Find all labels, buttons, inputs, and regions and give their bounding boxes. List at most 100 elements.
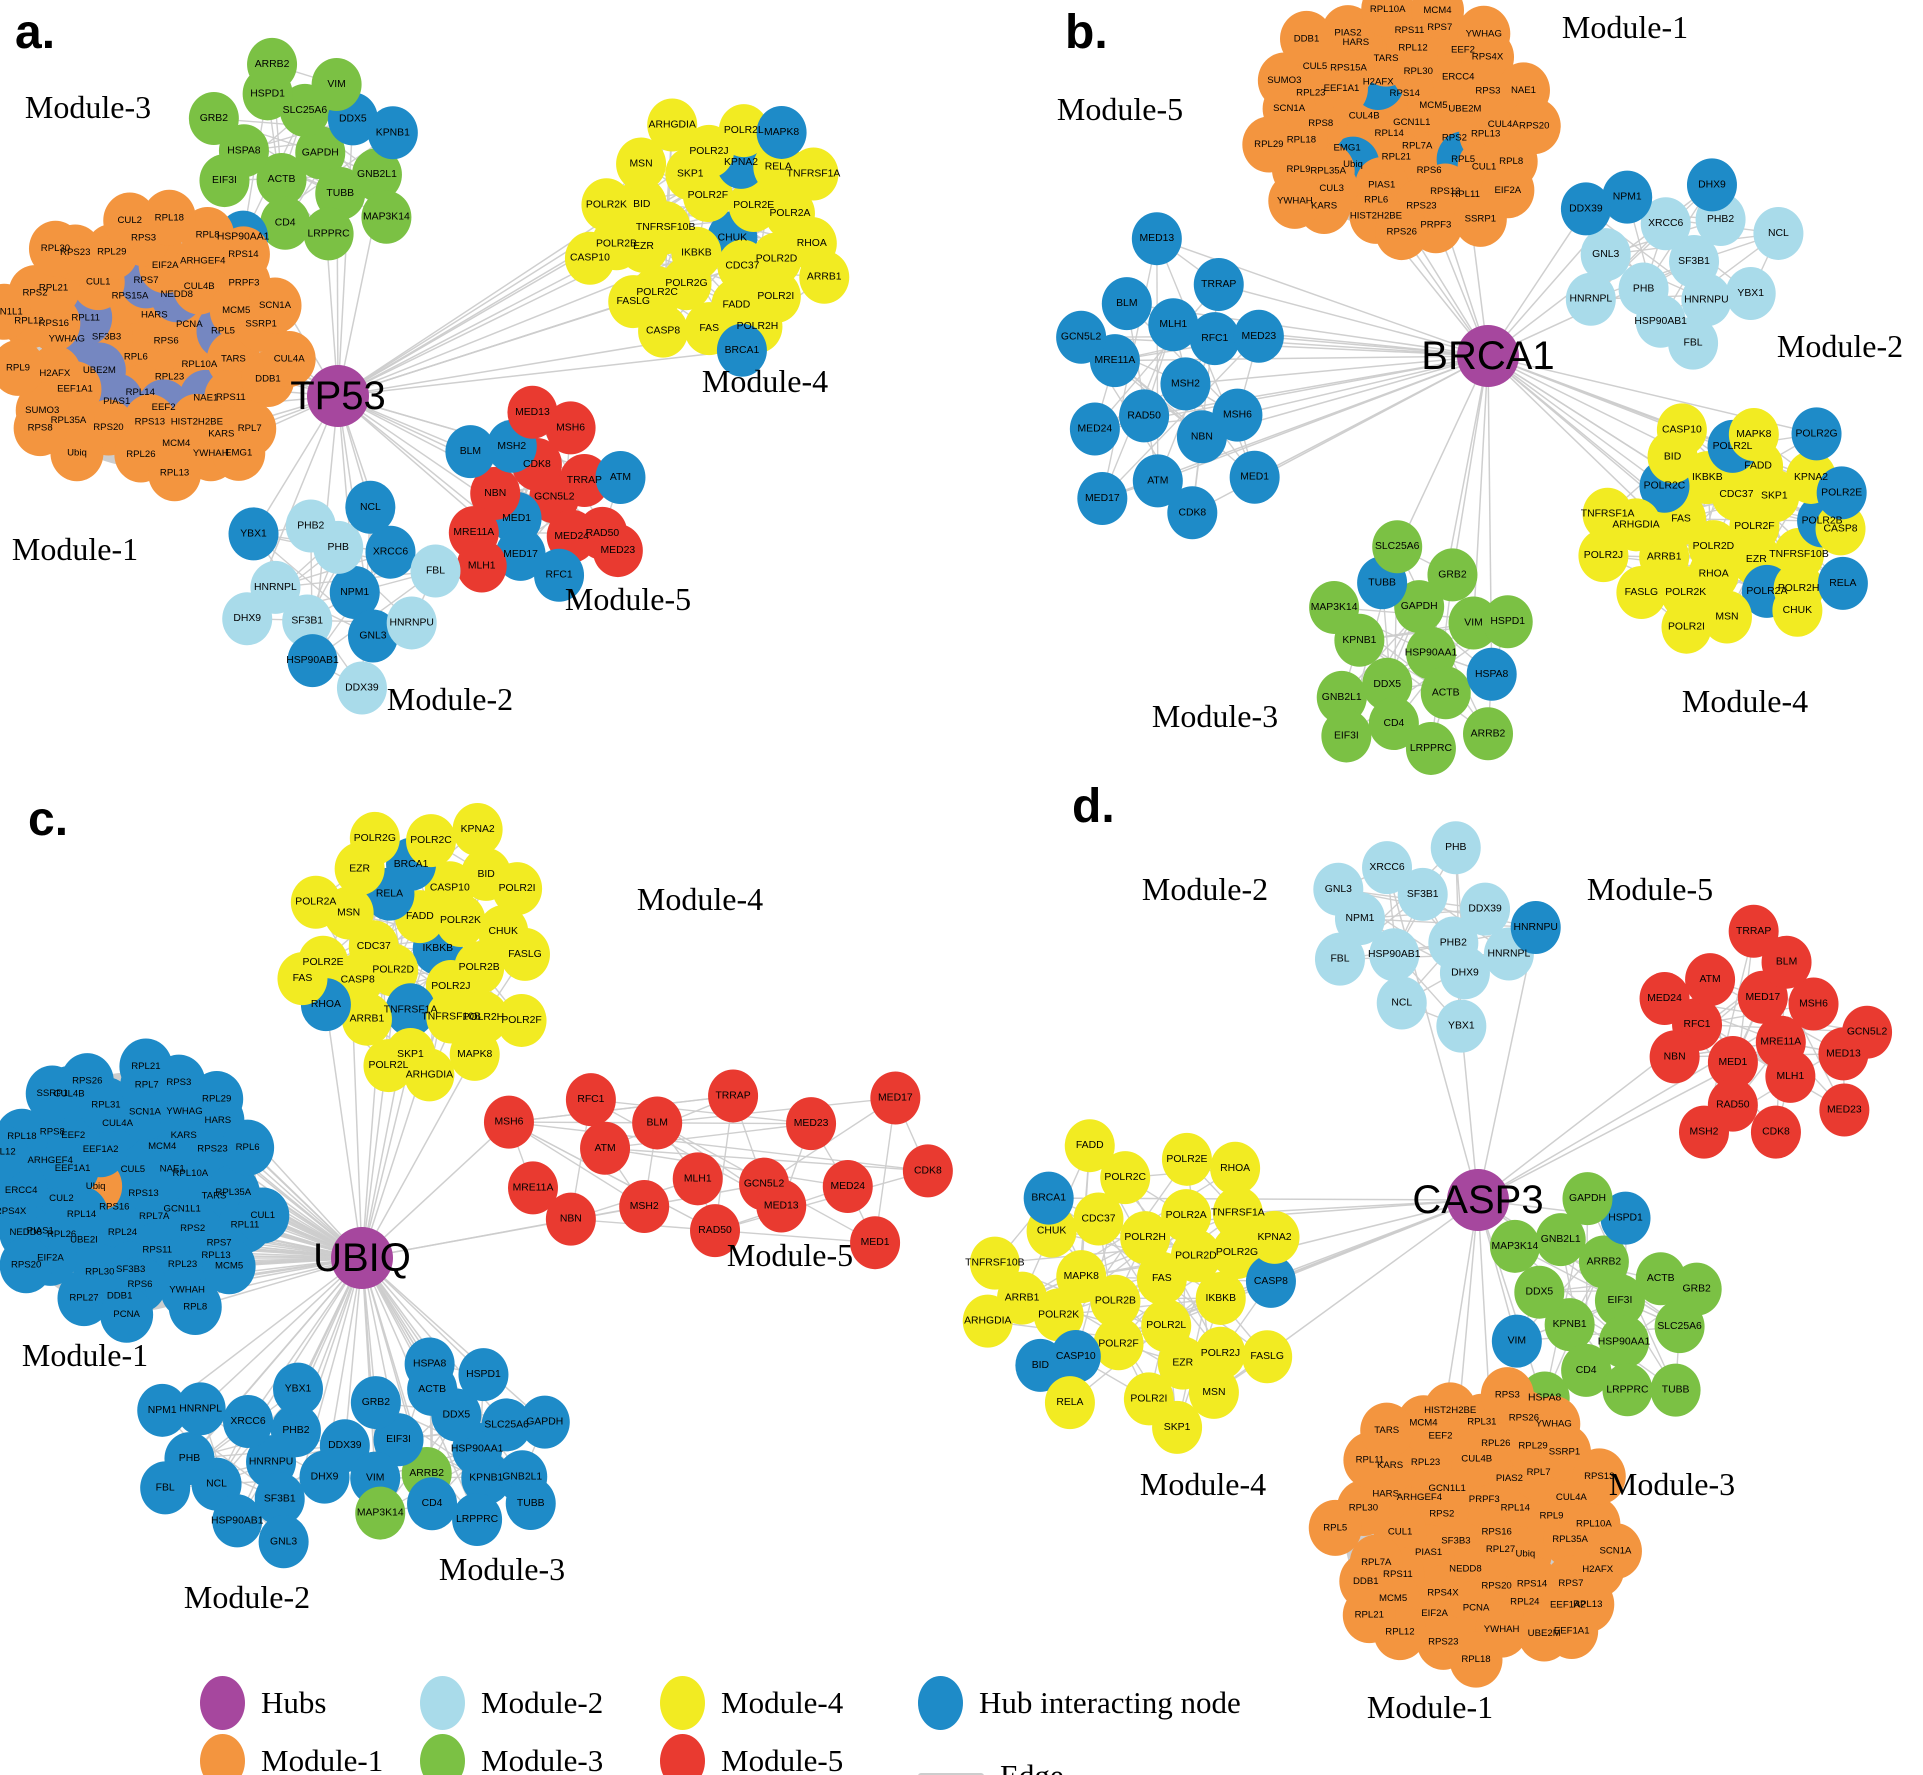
node-POLR2A[interactable] (1161, 1189, 1212, 1243)
node-POLR2F[interactable] (496, 993, 547, 1047)
node-SCN1A[interactable] (1588, 1523, 1642, 1580)
node-TARS[interactable] (1360, 1402, 1414, 1459)
node-HSPD1[interactable] (458, 1348, 509, 1402)
node-POLR2D[interactable] (1170, 1229, 1221, 1283)
node-NCL[interactable] (345, 480, 396, 534)
node-POLR2C[interactable] (1100, 1151, 1151, 1205)
node-MED17[interactable] (495, 527, 546, 581)
node-GNB2L1[interactable] (1316, 670, 1367, 724)
node-GNL3[interactable] (1313, 862, 1364, 916)
node-NPM1[interactable] (137, 1383, 188, 1437)
node-MAPK8[interactable] (1056, 1250, 1107, 1304)
node-MSN[interactable] (1701, 590, 1752, 644)
node-MSH2[interactable] (619, 1180, 670, 1234)
node-SF3B1[interactable] (254, 1472, 305, 1526)
node-RPS13[interactable] (1572, 1448, 1626, 1505)
node-GAPDH[interactable] (295, 126, 346, 180)
node-FASLG[interactable] (499, 927, 550, 981)
node-BRCA1[interactable] (716, 323, 767, 377)
node-ATM[interactable] (595, 451, 646, 505)
node-FBL[interactable] (140, 1461, 191, 1515)
node-KPNA2[interactable] (452, 803, 503, 857)
node-MED24[interactable] (822, 1160, 873, 1214)
node-GCN5L2[interactable] (1842, 1005, 1893, 1059)
node-GNB2L1[interactable] (351, 148, 402, 202)
node-VIM[interactable] (311, 58, 362, 112)
node-ARRB2[interactable] (247, 37, 298, 91)
node-MED23[interactable] (1233, 309, 1284, 363)
node-HSP90AB1[interactable] (212, 1494, 263, 1548)
node-POLR2K[interactable] (581, 178, 632, 232)
node-RPL29[interactable] (190, 1070, 244, 1127)
node-GAPDH[interactable] (1394, 580, 1445, 634)
node-PHB2[interactable] (285, 499, 336, 553)
node-XRCC6[interactable] (223, 1394, 274, 1448)
node-POLR2H[interactable] (1120, 1211, 1171, 1265)
node-MED17[interactable] (870, 1071, 921, 1125)
node-TNFRSF1A[interactable] (788, 147, 839, 201)
node-PHB2[interactable] (270, 1404, 321, 1458)
node-ARRB1[interactable] (799, 250, 850, 304)
node-HNRNPU[interactable] (1681, 273, 1732, 327)
node-LRPPRC[interactable] (303, 207, 354, 261)
node-KPNB1[interactable] (1544, 1298, 1595, 1352)
node-DDX39[interactable] (1460, 882, 1511, 936)
node-DHX9[interactable] (1439, 946, 1490, 1000)
node-MCM5[interactable] (202, 1238, 256, 1295)
node-XRCC6[interactable] (365, 525, 416, 579)
node-SLC25A6[interactable] (481, 1398, 532, 1452)
node-MED13[interactable] (756, 1179, 807, 1233)
node-DHX9[interactable] (222, 592, 273, 646)
node-TRRAP[interactable] (708, 1069, 759, 1123)
node-ARHGDIA[interactable] (962, 1294, 1013, 1348)
node-MAP3K14[interactable] (1489, 1219, 1540, 1273)
node-DDX39[interactable] (1560, 182, 1611, 236)
node-CASP8[interactable] (1245, 1254, 1296, 1308)
node-RPL21[interactable] (119, 1038, 173, 1095)
node-HSPD1[interactable] (1482, 595, 1533, 649)
node-DDX5[interactable] (1514, 1265, 1565, 1319)
node-BLM[interactable] (1761, 935, 1812, 989)
node-IKBKB[interactable] (1195, 1271, 1246, 1325)
node-MAP3K14[interactable] (361, 190, 412, 244)
node-MSN[interactable] (616, 137, 667, 191)
node-YWHAH[interactable] (1268, 172, 1322, 229)
node-CUL4A[interactable] (262, 330, 316, 387)
node-SLC25A6[interactable] (1372, 520, 1423, 574)
node-TUBB[interactable] (1650, 1363, 1701, 1417)
node-LRPPRC[interactable] (1405, 721, 1456, 775)
node-HSP90AA1[interactable] (1599, 1315, 1650, 1369)
node-RPL6[interactable] (221, 1119, 275, 1176)
node-RPS20[interactable] (0, 1237, 53, 1294)
node-RPL18[interactable] (142, 189, 196, 246)
node-EIF3I[interactable] (199, 154, 250, 208)
node-NBN[interactable] (1649, 1030, 1700, 1084)
node-RELA[interactable] (1044, 1376, 1095, 1430)
node-ARHGDIA[interactable] (647, 98, 698, 152)
node-DDX39[interactable] (319, 1419, 370, 1473)
node-TNFRSF10B[interactable] (969, 1236, 1020, 1290)
node-MAPK8[interactable] (1728, 408, 1779, 462)
node-POLR2G[interactable] (1791, 407, 1842, 461)
node-YBX1[interactable] (1436, 999, 1487, 1053)
node-RPL5[interactable] (1308, 1499, 1362, 1556)
node-MSH6[interactable] (1788, 977, 1839, 1031)
node-RPS3[interactable] (1480, 1367, 1534, 1424)
node-CD4[interactable] (1561, 1343, 1612, 1397)
node-RPS8[interactable] (13, 400, 67, 457)
node-CASP8[interactable] (638, 304, 689, 358)
node-HNRNPU[interactable] (386, 596, 437, 650)
node-TUBB[interactable] (505, 1477, 556, 1531)
node-YBX1[interactable] (228, 507, 279, 561)
node-NCL[interactable] (1376, 976, 1427, 1030)
node-FASLG[interactable] (1242, 1330, 1293, 1384)
node-KPNB1[interactable] (367, 106, 418, 160)
node-YBX1[interactable] (273, 1362, 324, 1416)
node-ARRB1[interactable] (341, 992, 392, 1046)
node-MAPK8[interactable] (449, 1027, 500, 1081)
node-GNL3[interactable] (258, 1515, 309, 1569)
node-RAD50[interactable] (690, 1204, 741, 1258)
node-RPL21[interactable] (1342, 1587, 1396, 1644)
node-VIM[interactable] (1491, 1314, 1542, 1368)
node-CASP10[interactable] (564, 231, 615, 285)
